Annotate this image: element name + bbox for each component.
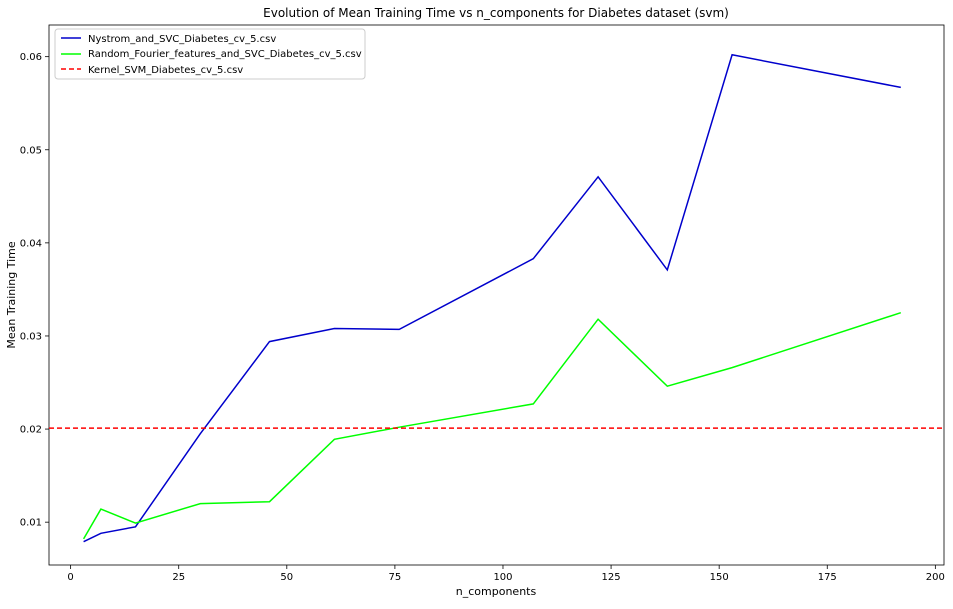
x-tick-label: 50 — [280, 572, 293, 583]
y-tick-label: 0.05 — [20, 145, 42, 156]
x-tick-label: 200 — [926, 572, 945, 583]
legend-label-kernel-svm: Kernel_SVM_Diabetes_cv_5.csv — [88, 65, 243, 76]
x-tick-label: 125 — [602, 572, 621, 583]
series-lines — [49, 53, 944, 543]
legend-box — [54, 28, 366, 80]
x-axis-label: n_components — [456, 585, 537, 598]
x-tick-label: 100 — [493, 572, 512, 583]
x-tick-label: 150 — [710, 572, 729, 583]
axis-ticks: 0 25 50 75 100 125 150 175 200 0.01 0.02 0.03 0.04 0.… — [20, 52, 945, 583]
x-tick-label: 0 — [67, 572, 73, 583]
y-tick-label: 0.04 — [20, 238, 42, 249]
legend: Nystrom_and_SVC_Diabetes_cv_5.csv Random… — [54, 28, 366, 80]
y-tick-label: 0.02 — [20, 425, 42, 436]
x-tick-label: 25 — [172, 572, 185, 583]
y-tick-label: 0.06 — [20, 52, 42, 63]
series-line-random-fourier — [82, 311, 902, 540]
legend-label-nystrom: Nystrom_and_SVC_Diabetes_cv_5.csv — [88, 34, 276, 45]
legend-label-random-fourier: Random_Fourier_features_and_SVC_Diabetes… — [88, 49, 362, 60]
chart-title: Evolution of Mean Training Time vs n_com… — [263, 6, 729, 20]
y-tick-label: 0.03 — [20, 331, 42, 342]
plot-area — [48, 24, 945, 566]
y-tick-label: 0.01 — [20, 518, 42, 529]
x-tick-label: 175 — [818, 572, 837, 583]
y-axis-label: Mean Training Time — [5, 241, 18, 349]
x-tick-label: 75 — [389, 572, 402, 583]
series-line-nystrom — [83, 53, 901, 543]
